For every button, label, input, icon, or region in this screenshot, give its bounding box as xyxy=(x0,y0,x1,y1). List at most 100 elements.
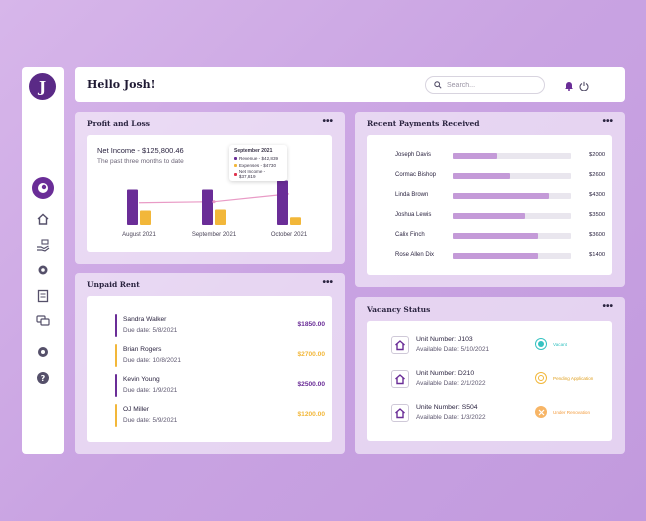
x-tick-label: October 2021 xyxy=(271,232,308,238)
bell-icon[interactable] xyxy=(564,78,574,96)
list-item: Brian Rogers Due date: 10/8/2021 $2700.0… xyxy=(115,344,325,368)
available-date: Available Date: 1/3/2022 xyxy=(416,414,486,421)
svg-text:?: ? xyxy=(41,374,46,383)
unit-number: Unite Number: S504 xyxy=(416,404,478,411)
search-input[interactable] xyxy=(447,81,537,89)
payment-bar xyxy=(453,253,571,259)
more-menu-icon[interactable]: ••• xyxy=(322,116,333,127)
bar-revenue-1 xyxy=(202,189,213,225)
rent-indicator xyxy=(115,344,117,367)
house-icon xyxy=(391,370,409,388)
power-icon[interactable] xyxy=(579,78,589,96)
sidebar: J ? xyxy=(22,67,64,454)
bar-expenses-1 xyxy=(215,209,226,225)
rent-indicator xyxy=(115,374,117,397)
card-title: Profit and Loss xyxy=(87,119,151,128)
due-date: Due date: 10/8/2021 xyxy=(123,357,181,364)
x-tick-label: August 2021 xyxy=(122,232,156,238)
logo[interactable]: J xyxy=(29,73,56,100)
chart-tooltip: September 2021 Revenue - $42,839 Expense… xyxy=(229,145,287,181)
rent-amount: $1200.00 xyxy=(297,411,325,418)
list-item: Sandra Walker Due date: 5/8/2021 $1850.0… xyxy=(115,314,325,338)
list-item: Calix Finch $3600 xyxy=(367,232,612,242)
x-tick-label: September 2021 xyxy=(192,232,237,238)
document-icon[interactable] xyxy=(35,288,51,304)
bar-revenue-0 xyxy=(127,189,138,225)
profit-loss-chart: August 2021 September 2021 October 2021 xyxy=(122,180,308,238)
bar-revenue-2 xyxy=(277,180,288,225)
payer-name: Joseph Davis xyxy=(395,152,432,158)
tooltip-revenue: Revenue - $42,839 xyxy=(239,156,279,161)
bar-expenses-0 xyxy=(140,210,151,225)
tenant-name: Kevin Young xyxy=(123,376,160,383)
payment-bar-fill xyxy=(453,193,549,199)
unpaid-rent-card: Unpaid Rent ••• Sandra Walker Due date: … xyxy=(75,273,345,454)
list-item: Unit Number: D210 Available Date: 2/1/20… xyxy=(391,369,621,391)
bar-expenses-2 xyxy=(290,217,301,225)
pending-icon xyxy=(535,372,547,384)
payment-amount: $3500 xyxy=(589,212,606,218)
payment-bar-fill xyxy=(453,153,497,159)
list-item: Rose Allen Dix $1400 xyxy=(367,252,612,262)
rent-amount: $2700.00 xyxy=(297,351,325,358)
payments-panel: Joseph Davis $2000 Cormac Bishop $2600 L… xyxy=(367,135,612,275)
card-title: Unpaid Rent xyxy=(87,280,140,289)
status-badge: Vacant xyxy=(535,338,567,350)
tooltip-expenses: Expenses - $4730 xyxy=(239,162,277,168)
status-badge: Under Renovation xyxy=(535,406,590,418)
payer-name: Calix Finch xyxy=(395,232,425,238)
tenant-name: Brian Rogers xyxy=(123,346,162,353)
unit-number: Unit Number: D210 xyxy=(416,370,475,377)
tooltip-net: Net Income - $37,819 xyxy=(238,169,266,179)
status-label: Vacant xyxy=(553,341,567,347)
due-date: Due date: 5/9/2021 xyxy=(123,417,178,424)
payer-name: Linda Brown xyxy=(395,192,429,198)
more-menu-icon[interactable]: ••• xyxy=(602,116,613,127)
hand-money-icon[interactable] xyxy=(35,237,51,253)
more-menu-icon[interactable]: ••• xyxy=(602,301,613,312)
payer-name: Cormac Bishop xyxy=(395,172,437,178)
payment-amount: $2600 xyxy=(589,172,606,178)
list-item: Linda Brown $4300 xyxy=(367,192,612,202)
house-icon xyxy=(391,336,409,354)
rent-indicator xyxy=(115,404,117,427)
search-box[interactable] xyxy=(425,76,545,94)
payer-name: Rose Allen Dix xyxy=(395,252,435,258)
net-income-subtitle: The past three months to date xyxy=(97,158,184,165)
available-date: Available Date: 5/10/2021 xyxy=(416,346,490,353)
home-icon[interactable] xyxy=(35,211,51,227)
rent-amount: $1850.00 xyxy=(297,321,325,328)
gear-icon[interactable] xyxy=(35,344,51,360)
available-date: Available Date: 2/1/2022 xyxy=(416,380,486,387)
tenant-name: OJ Miller xyxy=(123,406,150,413)
list-item: Kevin Young Due date: 1/9/2021 $2500.00 xyxy=(115,374,325,398)
card-title: Recent Payments Received xyxy=(367,119,480,128)
settings-icon[interactable] xyxy=(35,262,51,278)
renovation-icon xyxy=(535,406,547,418)
payment-bar-fill xyxy=(453,233,538,239)
net-income-total: Net Income - $125,800.46 xyxy=(97,146,184,155)
list-item: Cormac Bishop $2600 xyxy=(367,172,612,182)
more-menu-icon[interactable]: ••• xyxy=(322,277,333,288)
profit-loss-card: Profit and Loss ••• Net Income - $125,80… xyxy=(75,112,345,264)
status-label: Pending Application xyxy=(553,375,594,381)
list-item: Unit Number: J103 Available Date: 5/10/2… xyxy=(391,335,621,357)
payment-bar xyxy=(453,213,571,219)
status-badge: Pending Application xyxy=(535,372,593,384)
recent-payments-card: Recent Payments Received ••• Joseph Davi… xyxy=(355,112,625,287)
rent-indicator xyxy=(115,314,117,337)
profile-icon[interactable] xyxy=(32,177,54,199)
help-icon[interactable]: ? xyxy=(35,370,51,386)
search-icon xyxy=(434,81,442,89)
profit-loss-panel: Net Income - $125,800.46 The past three … xyxy=(87,135,332,252)
payment-bar xyxy=(453,173,571,179)
tooltip-title: September 2021 xyxy=(234,148,273,154)
status-label: Under Renovation xyxy=(553,409,591,415)
unpaid-panel: Sandra Walker Due date: 5/8/2021 $1850.0… xyxy=(87,296,332,442)
payment-bar xyxy=(453,233,571,239)
payment-amount: $1400 xyxy=(589,252,606,258)
chat-icon[interactable] xyxy=(35,313,51,329)
payer-name: Joshua Lewis xyxy=(395,212,432,218)
header: Hello Josh! xyxy=(75,67,625,102)
net-income-point xyxy=(212,200,216,204)
